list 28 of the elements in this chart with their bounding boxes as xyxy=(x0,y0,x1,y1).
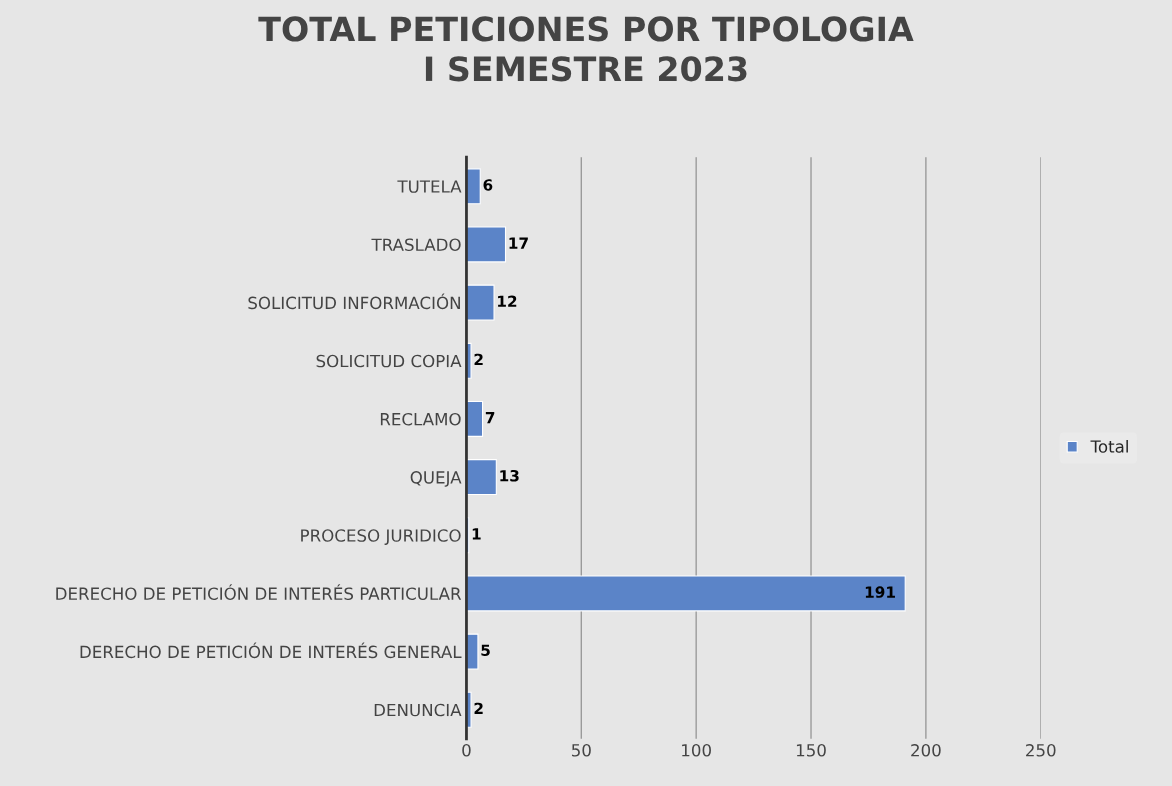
chart-title: TOTAL PETICIONES POR TIPOLOGIA I SEMESTRE 2023 xyxy=(258,16,914,82)
y-tick-label: DERECHO DE PETICIÓN DE INTERÉS GENERAL xyxy=(80,642,462,659)
x-tick-label: 200 xyxy=(911,744,941,757)
x-tick-label: 100 xyxy=(682,744,711,757)
y-tick-label: DERECHO DE PETICIÓN DE INTERÉS PARTICULAR xyxy=(56,584,462,600)
data-label: 13 xyxy=(500,469,519,482)
data-label: 2 xyxy=(474,702,483,714)
data-label: 191 xyxy=(865,586,895,598)
data-label: 7 xyxy=(485,412,495,424)
y-tick-label: PROCESO JURIDICO xyxy=(301,529,461,545)
y-tick-label: TRASLADO xyxy=(371,238,461,252)
x-tick-label: 50 xyxy=(571,744,591,757)
data-label: 5 xyxy=(481,644,490,657)
y-tick-label: RECLAMO xyxy=(380,412,461,426)
x-tick-label: 150 xyxy=(796,744,826,757)
data-label: 2 xyxy=(474,353,483,365)
data-label: 17 xyxy=(509,237,528,249)
legend-label: Total xyxy=(1090,439,1128,453)
y-tick-label: QUEJA xyxy=(410,471,462,487)
y-tick-label: TUTELA xyxy=(397,180,462,193)
data-label: 1 xyxy=(472,528,481,540)
y-tick-label: DENUNCIA xyxy=(374,703,462,717)
y-tick-label: SOLICITUD INFORMACIÓN xyxy=(248,293,460,310)
y-tick-label: SOLICITUD COPIA xyxy=(316,354,462,368)
data-label: 6 xyxy=(483,179,493,191)
x-tick-label: 0 xyxy=(462,744,471,757)
data-label: 12 xyxy=(498,295,517,307)
x-tick-label: 250 xyxy=(1026,744,1056,757)
